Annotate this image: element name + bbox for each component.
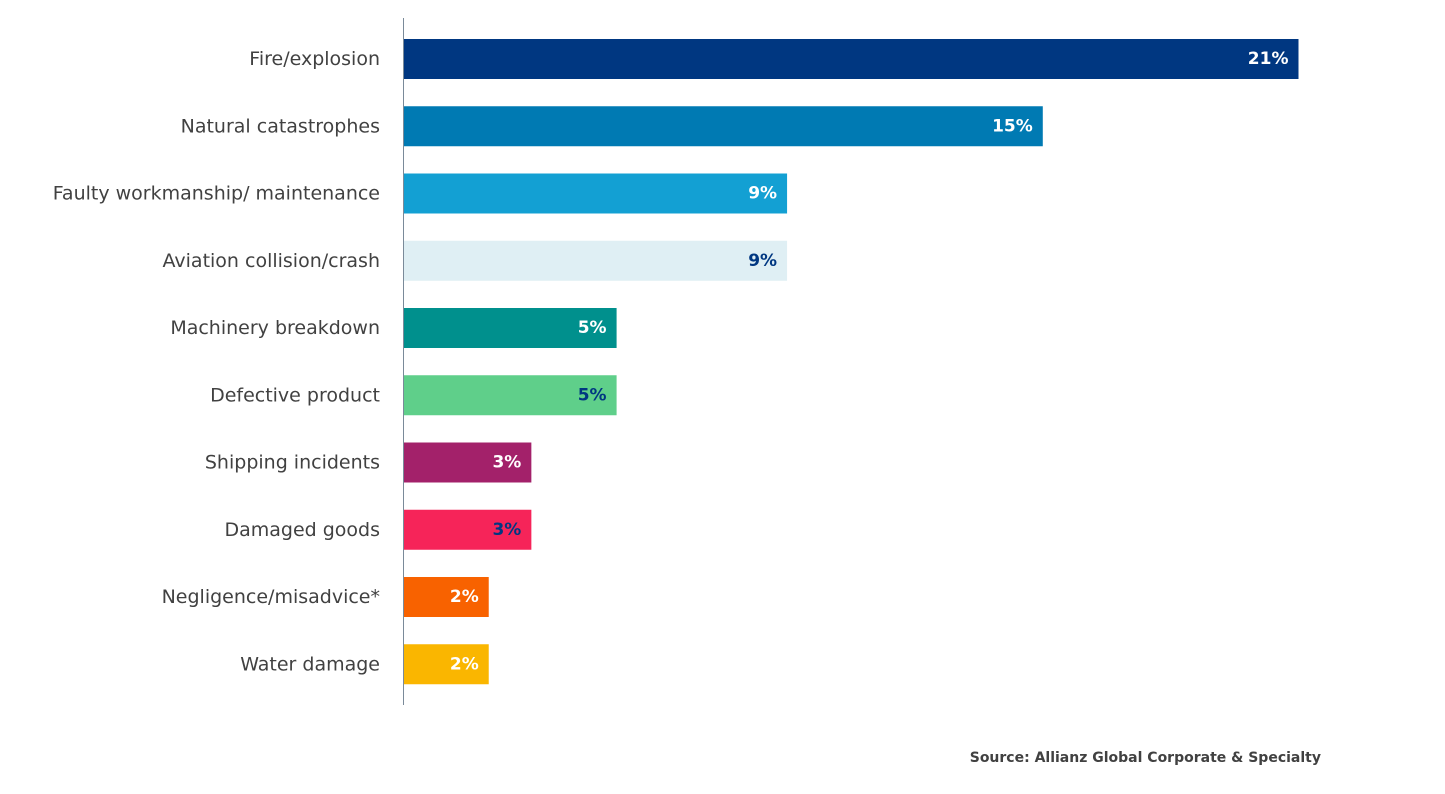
source-note: Source: Allianz Global Corporate & Speci… <box>969 750 1321 766</box>
category-label: Negligence/misadvice* <box>162 586 380 608</box>
value-label: 2% <box>450 654 479 674</box>
value-label: 2% <box>450 587 479 607</box>
category-label: Aviation collision/crash <box>163 250 380 272</box>
value-label: 15% <box>992 116 1033 136</box>
bar-faulty-workmanship-maintenance <box>403 173 788 214</box>
bar-defective-product <box>403 375 617 416</box>
bar-fire-explosion <box>403 39 1299 79</box>
bar-negligence-misadvice <box>403 577 489 617</box>
bar-water-damage <box>403 644 489 685</box>
category-labels-layer: Fire/explosion Natural catastrophes Faulty… <box>53 48 380 675</box>
value-label: 5% <box>578 318 607 338</box>
value-label: 9% <box>748 184 777 204</box>
value-label: 21% <box>1248 49 1289 69</box>
category-label: Faulty workmanship/ maintenance <box>53 183 380 205</box>
category-label: Damaged goods <box>224 519 380 541</box>
value-label: 3% <box>492 520 521 540</box>
value-label: 9% <box>748 251 777 271</box>
category-label: Shipping incidents <box>205 452 380 474</box>
bar-natural-catastrophes <box>403 106 1043 147</box>
value-label: 5% <box>578 385 607 405</box>
value-labels-layer: 21% 15% 9% 9% 5% 5% 3% 3% 2% 2% <box>450 49 1289 674</box>
category-label: Machinery breakdown <box>170 317 380 339</box>
value-label: 3% <box>492 453 521 473</box>
category-label: Defective product <box>210 384 380 406</box>
bar-damaged-goods <box>403 509 532 550</box>
category-label: Fire/explosion <box>249 48 380 70</box>
bar-aviation-collision-crash <box>403 240 788 281</box>
category-label: Natural catastrophes <box>181 115 380 137</box>
bar-shipping-incidents <box>403 442 532 483</box>
bars-layer <box>403 39 1299 685</box>
category-label: Water damage <box>240 653 380 675</box>
bar-machinery-breakdown <box>403 308 617 348</box>
